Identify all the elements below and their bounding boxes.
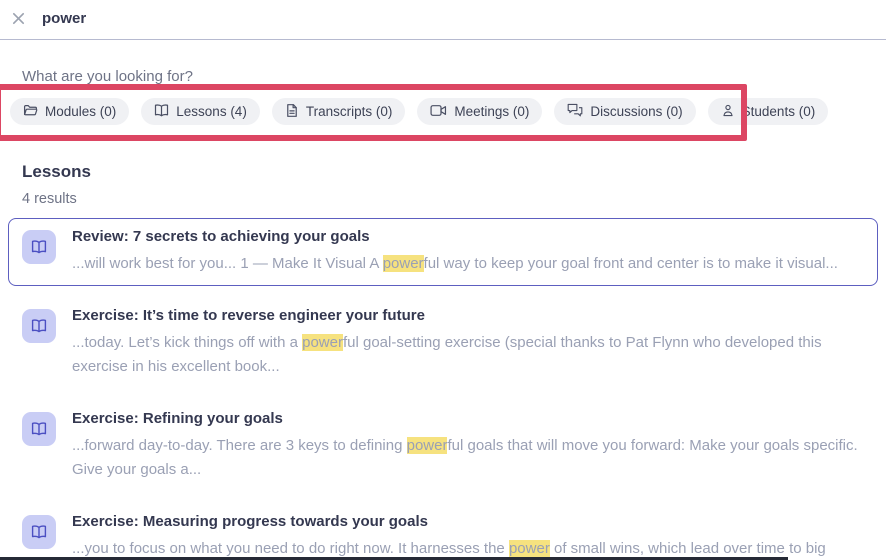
snippet-text: ful way to keep your goal front and cent…: [423, 255, 838, 272]
search-prompt: What are you looking for?: [22, 68, 193, 85]
search-bar: [0, 0, 886, 40]
lesson-book-icon: [22, 515, 56, 549]
result-snippet: ...today. Let’s kick things off with a p…: [72, 331, 864, 379]
filter-chips: Modules (0) Lessons (4) Transcripts (0) …: [10, 98, 886, 125]
result-text: Exercise: It’s time to reverse engineer …: [72, 307, 864, 379]
result-text: Review: 7 secrets to achieving your goal…: [72, 228, 838, 276]
result-row[interactable]: Exercise: Measuring progress towards you…: [8, 503, 878, 560]
result-snippet: ...will work best for you... 1 — Make It…: [72, 252, 838, 276]
filter-modules[interactable]: Modules (0): [10, 98, 130, 125]
result-snippet: ...you to focus on what you need to do r…: [72, 537, 864, 560]
snippet-text: ful goals that will move you forward: Ma…: [72, 437, 858, 478]
filter-students[interactable]: Students (0): [707, 98, 829, 125]
search-term-highlight: power: [382, 255, 424, 272]
snippet-text: ...will work best for you... 1 — Make It…: [72, 255, 383, 272]
person-icon: [721, 103, 735, 121]
snippet-text: ...you to focus on what you need to do r…: [72, 540, 509, 557]
video-camera-icon: [430, 104, 447, 120]
close-icon[interactable]: [9, 9, 27, 27]
folder-icon: [23, 103, 38, 121]
result-row[interactable]: Exercise: Refining your goals ...forward…: [8, 400, 878, 492]
filter-label: Transcripts (0): [305, 104, 393, 119]
result-title: Exercise: Measuring progress towards you…: [72, 513, 428, 530]
result-title: Exercise: It’s time to reverse engineer …: [72, 307, 425, 324]
snippet-text: ...forward day-to-day. There are 3 keys …: [72, 437, 407, 454]
search-input[interactable]: [42, 9, 642, 27]
results-list: Review: 7 secrets to achieving your goal…: [8, 218, 878, 560]
snippet-text: of small wins, which lead over time to b…: [553, 540, 826, 557]
lesson-book-icon: [22, 230, 56, 264]
filter-label: Lessons (4): [176, 104, 247, 119]
lesson-book-icon: [22, 309, 56, 343]
search-term-highlight: power: [508, 540, 550, 557]
book-icon: [154, 103, 169, 121]
search-term-highlight: power: [406, 437, 448, 454]
snippet-text: ful goal-setting exercise (special thank…: [72, 334, 822, 375]
filter-transcripts[interactable]: Transcripts (0): [271, 98, 406, 125]
result-snippet: ...forward day-to-day. There are 3 keys …: [72, 434, 864, 482]
result-row[interactable]: Exercise: It’s time to reverse engineer …: [8, 297, 878, 389]
filter-label: Modules (0): [45, 104, 117, 119]
filter-meetings[interactable]: Meetings (0): [417, 98, 543, 125]
filter-label: Students (0): [741, 104, 816, 119]
result-title: Review: 7 secrets to achieving your goal…: [72, 228, 370, 245]
result-text: Exercise: Measuring progress towards you…: [72, 513, 864, 560]
section-title: Lessons: [22, 162, 91, 181]
snippet-text: ...today. Let’s kick things off with a: [72, 334, 303, 351]
transcript-icon: [285, 103, 299, 121]
filter-label: Discussions (0): [590, 104, 683, 119]
chat-bubbles-icon: [567, 103, 583, 120]
lesson-book-icon: [22, 412, 56, 446]
window-bottom-edge: [0, 557, 788, 560]
result-row[interactable]: Review: 7 secrets to achieving your goal…: [8, 218, 878, 286]
filter-label: Meetings (0): [454, 104, 530, 119]
result-text: Exercise: Refining your goals ...forward…: [72, 410, 864, 482]
search-term-highlight: power: [302, 334, 343, 351]
results-count: 4 results: [22, 191, 77, 207]
filter-discussions[interactable]: Discussions (0): [554, 98, 696, 125]
result-title: Exercise: Refining your goals: [72, 410, 283, 427]
filter-lessons[interactable]: Lessons (4): [141, 98, 260, 125]
